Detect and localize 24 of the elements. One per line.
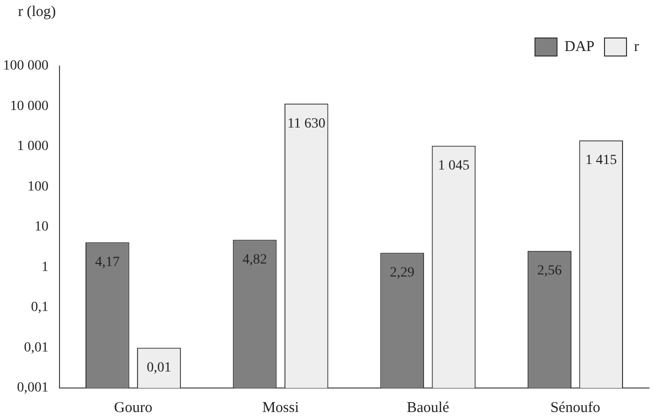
data-label: 1 415	[585, 153, 617, 168]
data-label: 4,17	[95, 254, 120, 270]
data-label: 0,01	[146, 360, 172, 376]
y-tick-label: 10 000	[10, 98, 48, 114]
data-label: 2,56	[537, 263, 562, 278]
legend-label: r	[634, 38, 640, 55]
data-label: 2,29	[390, 265, 414, 280]
x-tick-label: Baoulé	[406, 400, 450, 416]
y-tick-label: 0,1	[31, 300, 48, 316]
y-tick-label: 100	[28, 179, 48, 194]
y-tick-label: 100 000	[3, 58, 48, 74]
y-tick-label: 1	[42, 260, 48, 275]
legend-label: DAP	[564, 38, 595, 55]
y-axis-title: r (log)	[18, 4, 56, 21]
data-label: 4,82	[242, 252, 268, 268]
data-label: 11 630	[287, 116, 326, 132]
x-tick-label: Gouro	[114, 400, 152, 416]
y-tick-label: 1 000	[17, 139, 48, 154]
data-label: 1 045	[438, 158, 470, 174]
x-tick-label: Mossi	[262, 400, 299, 416]
y-tick-label: 10	[34, 220, 48, 235]
y-tick-label: 0,01	[24, 340, 48, 356]
y-tick-label: 0,001	[17, 380, 48, 396]
x-tick-label: Sénoufo	[550, 400, 600, 416]
